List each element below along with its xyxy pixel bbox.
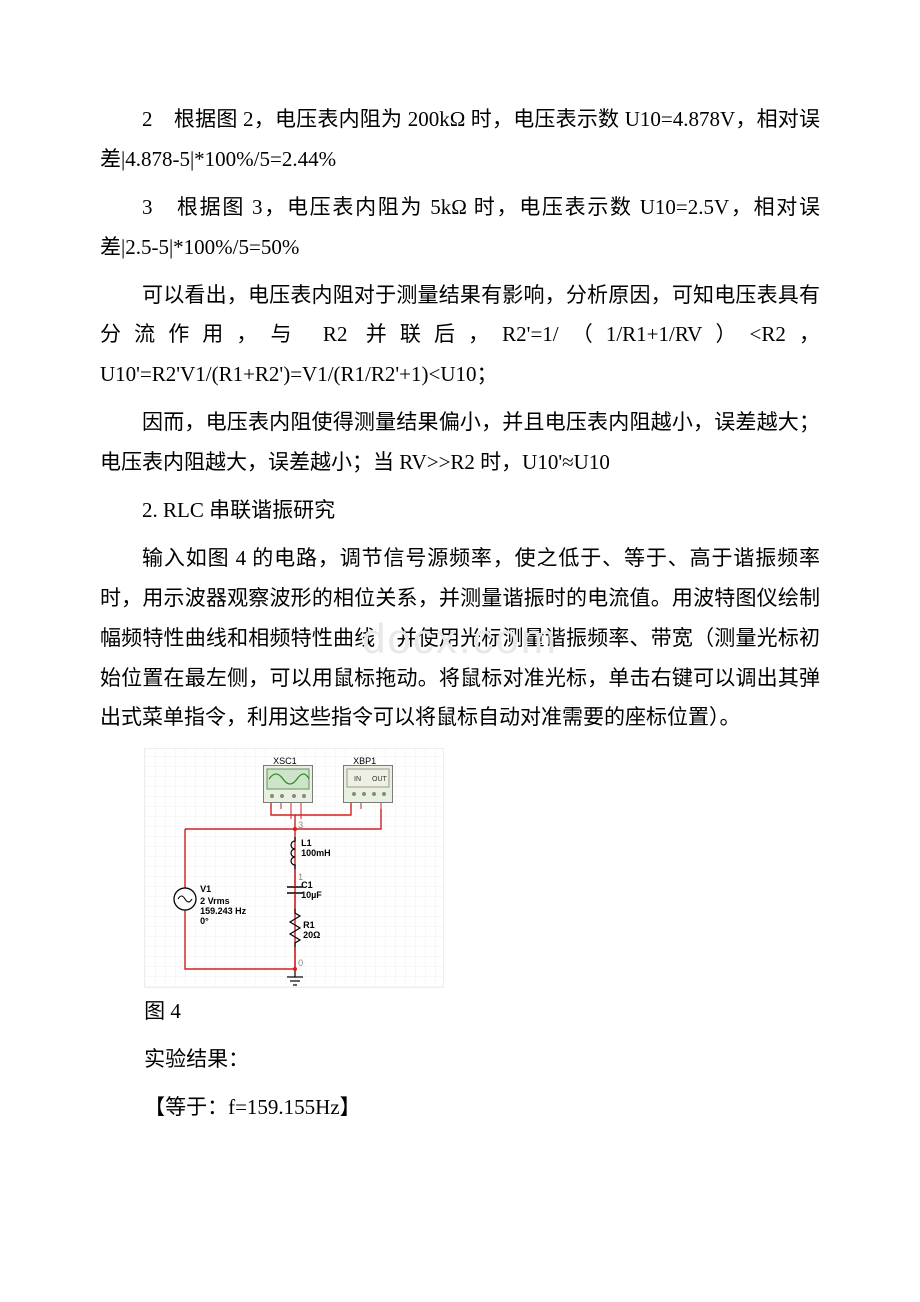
result-equal: 【等于：f=159.155Hz】 (144, 1088, 820, 1128)
paragraph-analysis: 可以看出，电压表内阻对于测量结果有影响，分析原因，可知电压表具有分流作用，与 R… (100, 276, 820, 396)
node-1: 1 (298, 869, 303, 886)
figure-4: XSC1 XBP1 IN OUT (144, 748, 820, 988)
circuit-wires (145, 749, 445, 989)
results-heading: 实验结果： (144, 1040, 820, 1080)
paragraph-2: 2 根据图 2，电压表内阻为 200kΩ 时，电压表示数 U10=4.878V，… (100, 100, 820, 180)
paragraph-instructions: 输入如图 4 的电路，调节信号源频率，使之低于、等于、高于谐振频率时，用示波器观… (100, 539, 820, 738)
paragraph-3: 3 根据图 3，电压表内阻为 5kΩ 时，电压表示数 U10=2.5V，相对误差… (100, 188, 820, 268)
paragraph-section-2: 2. RLC 串联谐振研究 (100, 491, 820, 531)
paragraph-conclusion: 因而，电压表内阻使得测量结果偏小，并且电压表内阻越小，误差越大；电压表内阻越大，… (100, 403, 820, 483)
circuit-diagram: XSC1 XBP1 IN OUT (144, 748, 444, 988)
node-3: 3 (298, 817, 303, 834)
resistor-value: 20Ω (303, 927, 320, 944)
source-phase: 0° (200, 913, 209, 930)
node-0: 0 (298, 955, 303, 972)
capacitor-value: 10µF (301, 887, 322, 904)
inductor-value: 100mH (301, 845, 331, 862)
figure-caption: 图 4 (144, 992, 820, 1032)
